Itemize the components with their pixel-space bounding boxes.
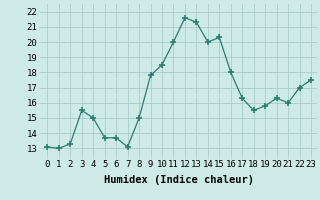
- X-axis label: Humidex (Indice chaleur): Humidex (Indice chaleur): [104, 175, 254, 185]
